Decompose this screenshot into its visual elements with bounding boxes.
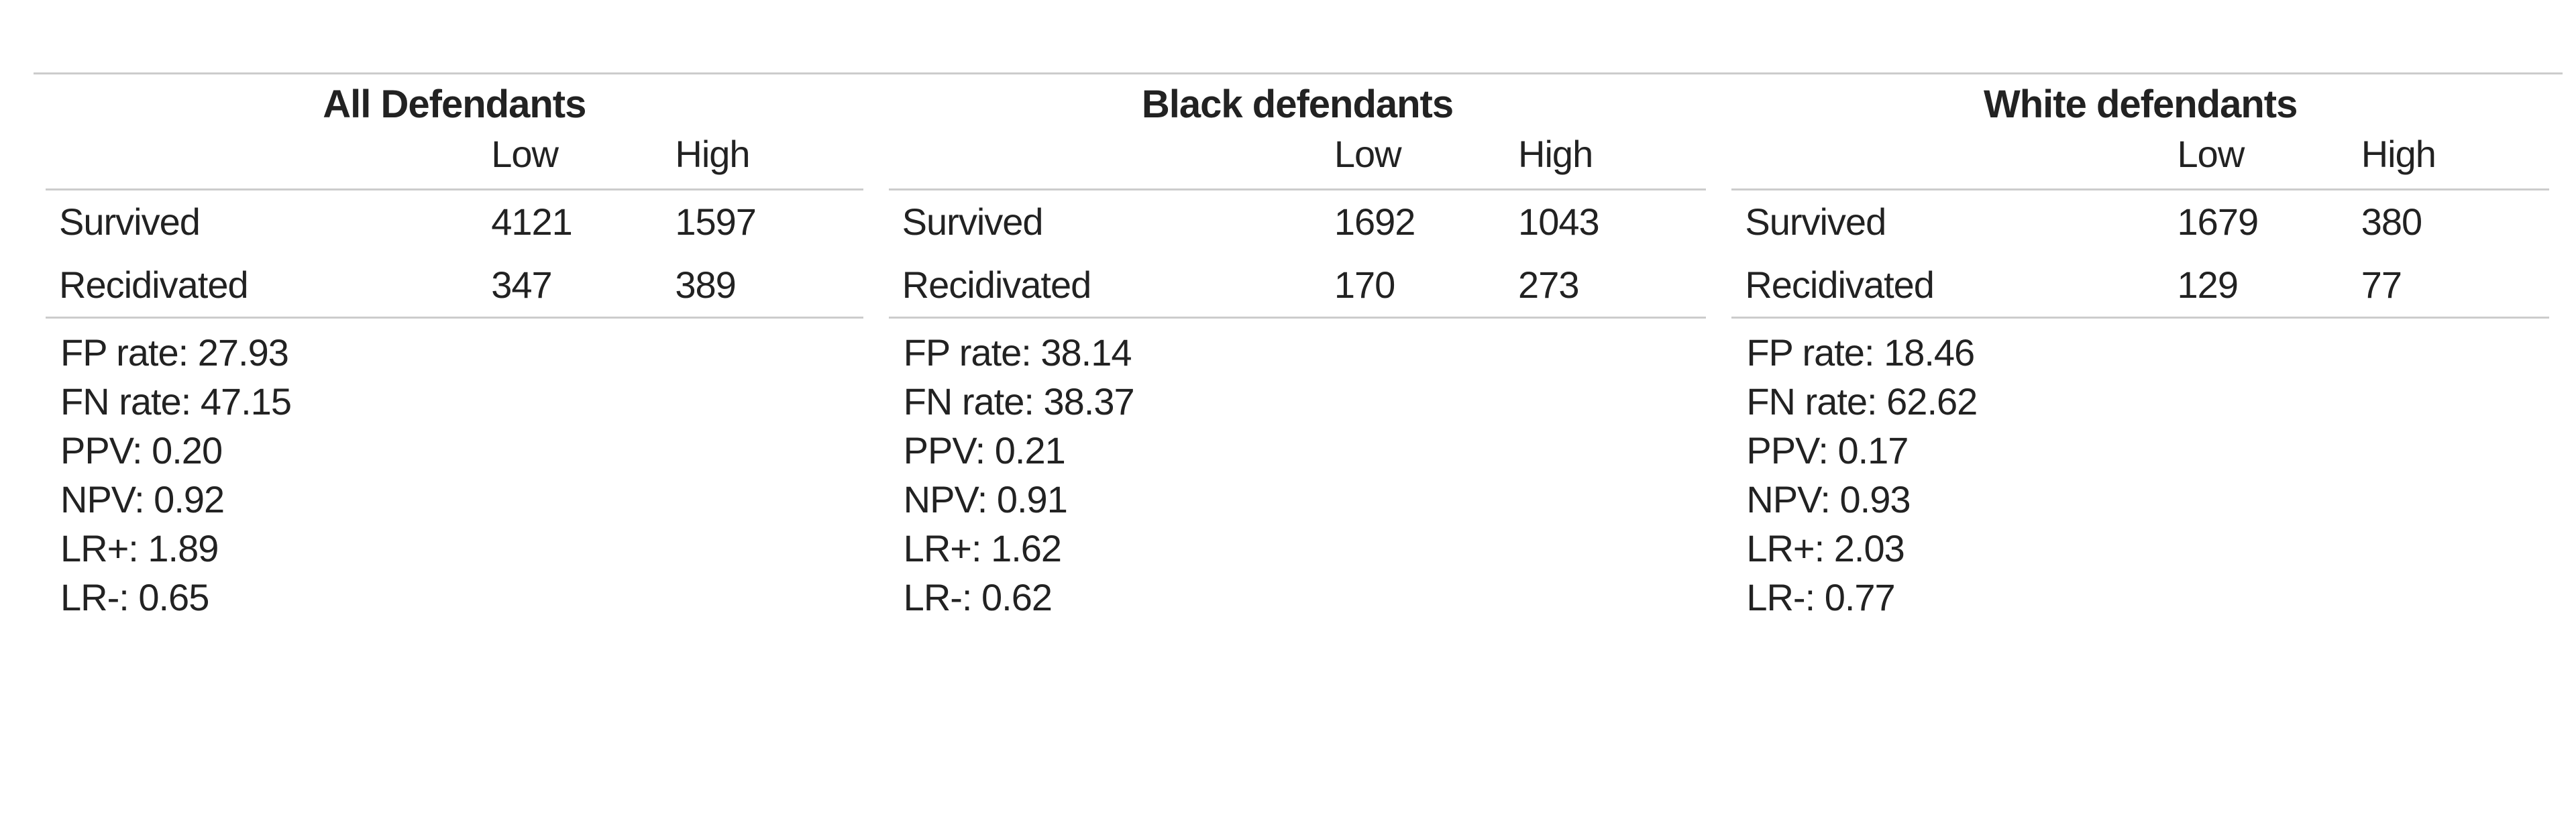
stats-list: FP rate: 27.93 FN rate: 47.15 PPV: 0.20 …	[46, 328, 863, 622]
stat-line: NPV: 0.91	[903, 478, 1068, 520]
table-row: Survived 1679 380	[1731, 190, 2549, 254]
stat-line: FN rate: 62.62	[1746, 380, 1978, 423]
row-label: Survived	[59, 201, 201, 243]
column-header-low: Low	[2177, 127, 2361, 190]
table-all-defendants: All Defendants Low High Survived 4121 15…	[46, 74, 863, 622]
row-label: Survived	[902, 201, 1044, 243]
cell-value: 129	[2177, 254, 2361, 319]
cell-value: 170	[1334, 254, 1519, 319]
stat-line: FN rate: 38.37	[903, 380, 1135, 423]
table-title: Black defendants	[1141, 82, 1454, 126]
stat-line: FP rate: 18.46	[1746, 331, 1975, 374]
column-header-high: High	[2361, 127, 2550, 190]
stats-list: FP rate: 38.14 FN rate: 38.37 PPV: 0.21 …	[889, 328, 1707, 622]
column-header-low: Low	[491, 127, 676, 190]
table-black-defendants: Black defendants Low High Survived 1692 …	[888, 74, 1707, 622]
row-label: Recidivated	[1731, 254, 2178, 319]
table-row: Survived 4121 1597	[46, 190, 863, 254]
table-row: Recidivated 129 77	[1731, 254, 2550, 319]
stat-line: NPV: 0.93	[1746, 478, 1911, 520]
empty-header-cell	[46, 127, 492, 190]
row-label: Recidivated	[46, 254, 492, 319]
cell-value: 1692	[1334, 201, 1416, 243]
stat-line: PPV: 0.20	[60, 429, 223, 472]
page: { "chart_data": [ { "type": "table", "ti…	[0, 72, 2576, 827]
cell-value: 1679	[2177, 201, 2259, 243]
table-white-defendants: White defendants Low High Survived 1679 …	[1731, 74, 2550, 622]
stat-line: FP rate: 38.14	[903, 331, 1132, 374]
empty-header-cell	[888, 127, 1334, 190]
confusion-matrix-table: Low High Survived 4121 1597 Recidivated …	[46, 127, 863, 319]
row-label: Recidivated	[888, 254, 1334, 319]
row-label: Survived	[1745, 201, 1886, 243]
cell-value: 273	[1518, 254, 1707, 319]
table-row: Recidivated 170 273	[888, 254, 1707, 319]
tables-row: All Defendants Low High Survived 4121 15…	[0, 74, 2576, 622]
empty-header-cell	[1731, 127, 2178, 190]
stat-line: PPV: 0.21	[903, 429, 1066, 472]
stats-list: FP rate: 18.46 FN rate: 62.62 PPV: 0.17 …	[1731, 328, 2549, 622]
header-row: Low High	[46, 127, 863, 190]
stat-line: LR+: 1.89	[60, 527, 219, 569]
table-title: White defendants	[1984, 82, 2298, 126]
cell-value: 1043	[1518, 201, 1600, 243]
stat-line: PPV: 0.17	[1746, 429, 1909, 472]
table-row: Recidivated 347 389	[46, 254, 863, 319]
stat-line: LR+: 2.03	[1746, 527, 1904, 569]
column-header-high: High	[675, 127, 863, 190]
stat-line: LR-: 0.77	[1746, 576, 1895, 618]
header-row: Low High	[888, 127, 1707, 190]
cell-value: 1597	[675, 201, 757, 243]
confusion-matrix-table: Low High Survived 1692 1043 Recidivated …	[888, 127, 1707, 319]
top-divider	[34, 72, 2563, 74]
confusion-matrix-table: Low High Survived 1679 380 Recidivated 1…	[1731, 127, 2550, 319]
cell-value: 4121	[491, 201, 573, 243]
stat-line: LR+: 1.62	[903, 527, 1062, 569]
cell-value: 347	[491, 254, 676, 319]
cell-value: 380	[2361, 201, 2422, 243]
stat-line: FP rate: 27.93	[60, 331, 289, 374]
stat-line: FN rate: 47.15	[60, 380, 292, 423]
stat-line: NPV: 0.92	[60, 478, 225, 520]
cell-value: 77	[2361, 254, 2550, 319]
column-header-low: Low	[1334, 127, 1519, 190]
cell-value: 389	[675, 254, 863, 319]
column-header-high: High	[1518, 127, 1707, 190]
stat-line: LR-: 0.62	[903, 576, 1053, 618]
stat-line: LR-: 0.65	[60, 576, 209, 618]
table-row: Survived 1692 1043	[889, 190, 1707, 254]
header-row: Low High	[1731, 127, 2550, 190]
table-title: All Defendants	[323, 82, 586, 126]
